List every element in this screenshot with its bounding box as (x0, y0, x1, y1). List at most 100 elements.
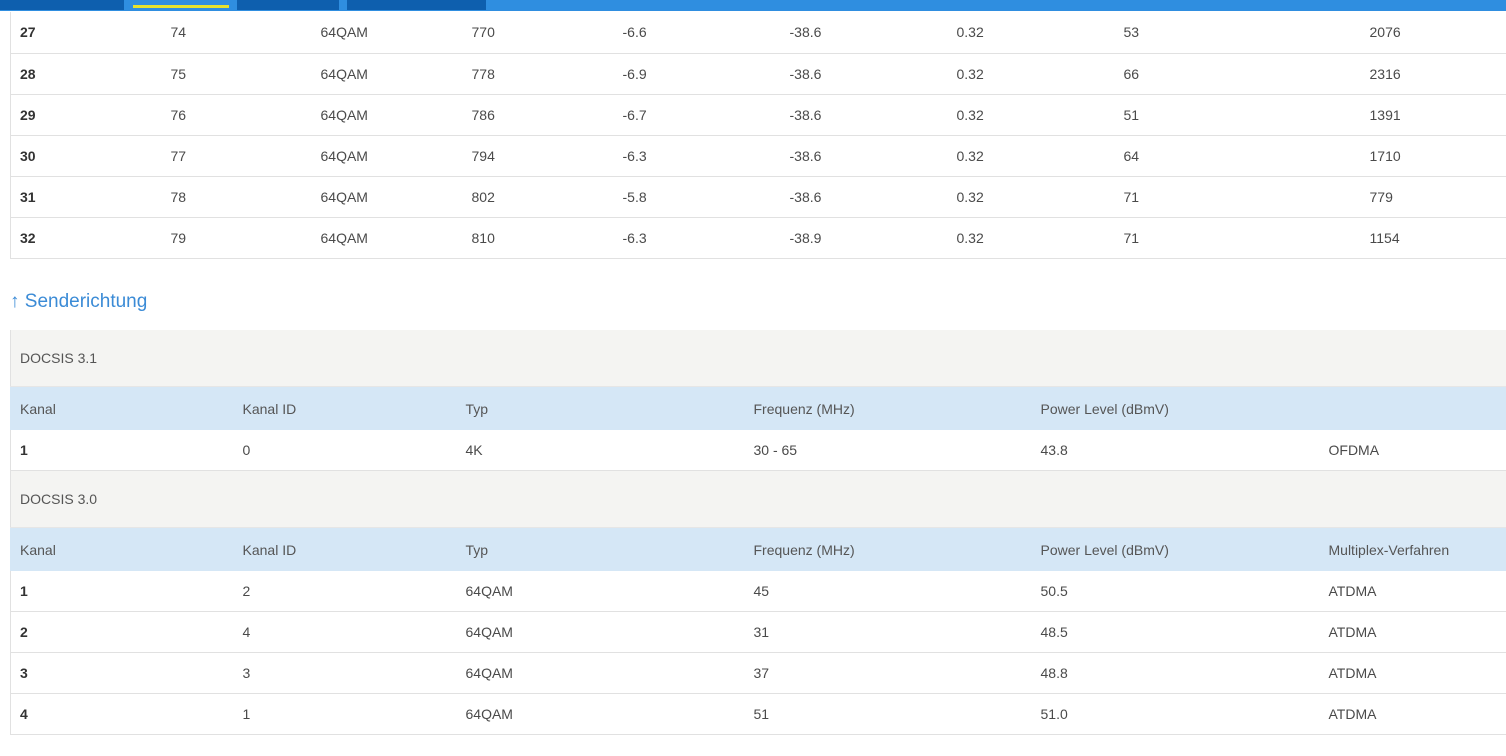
column-header-frequenz: Frequenz (MHz) (744, 386, 1032, 430)
cell: -6.6 (613, 12, 781, 54)
upstream-channel-table: DOCSIS 3.1 Kanal Kanal ID Typ Frequenz (… (10, 330, 1506, 735)
cell: -38.6 (780, 176, 948, 218)
column-header-kanal: Kanal (10, 527, 234, 571)
cell: 48.5 (1031, 611, 1320, 653)
docsis30-header-row: Kanal Kanal ID Typ Frequenz (MHz) Power … (10, 527, 1506, 571)
docsis30-label: DOCSIS 3.0 (10, 470, 1506, 528)
cell: 779 (1360, 176, 1506, 218)
cell: -5.8 (613, 176, 781, 218)
cell: 64QAM (311, 135, 463, 177)
cell: 71 (1114, 217, 1361, 259)
cell: 0.32 (947, 135, 1115, 177)
channel-cell: 3 (10, 652, 234, 694)
cell: -38.9 (780, 217, 948, 259)
docsis31-header-row: Kanal Kanal ID Typ Frequenz (MHz) Power … (10, 386, 1506, 430)
docsis30-group-row: DOCSIS 3.0 (10, 470, 1506, 528)
cell: 0.32 (947, 53, 1115, 95)
channel-cell: 4 (10, 693, 234, 735)
channel-cell: 32 (10, 217, 162, 259)
channel-cell: 31 (10, 176, 162, 218)
cell: 51 (744, 693, 1032, 735)
cell: 64 (1114, 135, 1361, 177)
cell: 30 - 65 (744, 430, 1032, 471)
cell: 76 (161, 94, 312, 136)
cell: -6.9 (613, 53, 781, 95)
table-row: 4 1 64QAM 51 51.0 ATDMA (10, 693, 1506, 735)
column-header-multiplex: Multiplex-Verfahren (1319, 527, 1506, 571)
nav-tab-1[interactable] (0, 0, 124, 10)
cell: ATDMA (1319, 652, 1506, 694)
channel-cell: 2 (10, 611, 234, 653)
downstream-channel-table: 27 74 64QAM 770 -6.6 -38.6 0.32 53 2076 … (10, 12, 1506, 259)
cell: 78 (161, 176, 312, 218)
cell: 4 (233, 611, 457, 653)
nav-tab-2-active[interactable] (129, 0, 233, 10)
cell: 1710 (1360, 135, 1506, 177)
cell: 51.0 (1031, 693, 1320, 735)
column-header-kanal-id: Kanal ID (233, 527, 457, 571)
channel-cell: 29 (10, 94, 162, 136)
cell: 71 (1114, 176, 1361, 218)
cell: 75 (161, 53, 312, 95)
cell: -38.6 (780, 12, 948, 54)
cell: -6.7 (613, 94, 781, 136)
cell: -38.6 (780, 53, 948, 95)
cell: 2 (233, 571, 457, 612)
cell: 64QAM (311, 217, 463, 259)
cell: 50.5 (1031, 571, 1320, 612)
cell: 43.8 (1031, 430, 1320, 471)
cell: 0.32 (947, 176, 1115, 218)
table-row: 27 74 64QAM 770 -6.6 -38.6 0.32 53 2076 (10, 12, 1506, 54)
cell: 1154 (1360, 217, 1506, 259)
cell: 786 (462, 94, 614, 136)
docsis31-label: DOCSIS 3.1 (10, 330, 1506, 387)
cell: 0.32 (947, 94, 1115, 136)
top-navigation-bar (0, 0, 1506, 11)
channel-cell: 30 (10, 135, 162, 177)
channel-cell: 1 (10, 430, 234, 471)
table-row: 1 2 64QAM 45 50.5 ATDMA (10, 571, 1506, 612)
nav-tab-3[interactable] (237, 0, 339, 10)
column-header-typ: Typ (456, 386, 745, 430)
cell: 53 (1114, 12, 1361, 54)
cell: 48.8 (1031, 652, 1320, 694)
cell: 778 (462, 53, 614, 95)
cell: 64QAM (456, 571, 745, 612)
cell: 4K (456, 430, 745, 471)
column-header-power-level: Power Level (dBmV) (1031, 527, 1320, 571)
cell: 802 (462, 176, 614, 218)
column-header-kanal-id: Kanal ID (233, 386, 457, 430)
channel-cell: 28 (10, 53, 162, 95)
cell: 64QAM (311, 94, 463, 136)
cell: 3 (233, 652, 457, 694)
upstream-section-title: ↑ Senderichtung (10, 291, 148, 312)
cell: 64QAM (456, 611, 745, 653)
table-row: 1 0 4K 30 - 65 43.8 OFDMA (10, 430, 1506, 471)
cell: -38.6 (780, 135, 948, 177)
cell: 1391 (1360, 94, 1506, 136)
table-row: 28 75 64QAM 778 -6.9 -38.6 0.32 66 2316 (10, 53, 1506, 95)
cell: 770 (462, 12, 614, 54)
column-header-power-level: Power Level (dBmV) (1031, 386, 1320, 430)
cell: ATDMA (1319, 611, 1506, 653)
cell: 31 (744, 611, 1032, 653)
cell: 2316 (1360, 53, 1506, 95)
cell: 64QAM (456, 652, 745, 694)
cell: OFDMA (1319, 430, 1506, 471)
column-header-typ: Typ (456, 527, 745, 571)
table-row: 31 78 64QAM 802 -5.8 -38.6 0.32 71 779 (10, 176, 1506, 218)
cell: 77 (161, 135, 312, 177)
column-header-frequenz: Frequenz (MHz) (744, 527, 1032, 571)
table-row: 29 76 64QAM 786 -6.7 -38.6 0.32 51 1391 (10, 94, 1506, 136)
cell: -38.6 (780, 94, 948, 136)
cell: -6.3 (613, 135, 781, 177)
cell: 45 (744, 571, 1032, 612)
nav-tab-4[interactable] (347, 0, 486, 10)
cell: 64QAM (311, 176, 463, 218)
cell: 1 (233, 693, 457, 735)
cell: 64QAM (456, 693, 745, 735)
cell: 0.32 (947, 217, 1115, 259)
cell: -6.3 (613, 217, 781, 259)
cell: 37 (744, 652, 1032, 694)
table-row: 30 77 64QAM 794 -6.3 -38.6 0.32 64 1710 (10, 135, 1506, 177)
